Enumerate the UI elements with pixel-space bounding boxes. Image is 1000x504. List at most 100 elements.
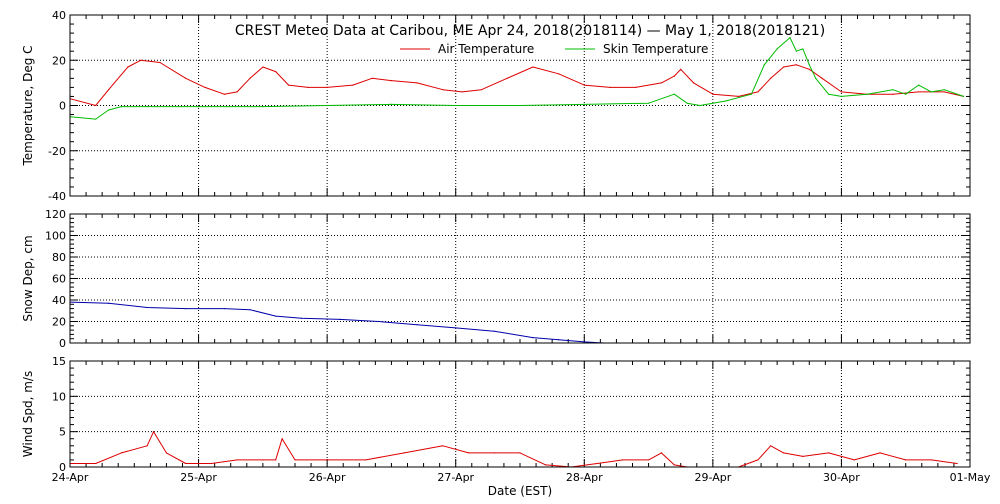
series-line-panel-3-series-0: [70, 431, 958, 468]
data-point: [197, 106, 200, 108]
panel-frame-2: [69, 213, 971, 344]
data-point: [249, 77, 251, 79]
data-point: [673, 93, 675, 95]
y-tick-label-120: 120: [45, 208, 66, 221]
data-point: [583, 341, 585, 343]
data-point: [789, 37, 791, 39]
legend-label-air-temperature: Air Temperature: [438, 42, 534, 56]
y-axis-title-panel-1: Temperature, Deg C: [21, 45, 35, 166]
data-point: [275, 459, 277, 461]
data-point: [673, 464, 675, 466]
y-tick-label-20: 20: [52, 54, 66, 67]
data-point: [532, 337, 534, 339]
data-point: [808, 64, 810, 66]
data-point: [249, 309, 251, 311]
panel-3: 0 5 10 15 Wind Spd, m/s: [21, 355, 971, 474]
data-point: [210, 462, 213, 465]
data-point: [326, 104, 328, 107]
data-point: [622, 459, 624, 461]
data-point: [223, 93, 225, 95]
data-point: [146, 106, 148, 108]
panel-layer: -40 -20 0 20 40 Temperature, Deg C 0 20 40 60 80 10…: [21, 9, 991, 484]
x-tick-label-29-Apr: 29-Apr: [694, 471, 731, 484]
data-point: [146, 306, 148, 309]
data-point: [782, 66, 785, 68]
data-point: [300, 317, 303, 319]
data-point: [782, 452, 785, 454]
y-tick-label-100: 100: [45, 230, 66, 243]
data-point: [905, 93, 907, 95]
x-tick-label-27-Apr: 27-Apr: [437, 471, 474, 484]
data-point: [120, 452, 123, 454]
legend: Air Temperature Skin Temperature: [400, 42, 708, 56]
data-point: [294, 459, 296, 461]
data-point: [365, 459, 367, 461]
data-point: [326, 459, 328, 461]
data-point: [326, 86, 328, 88]
data-point: [339, 318, 341, 320]
data-point: [930, 91, 933, 93]
data-point: [962, 95, 965, 98]
data-point: [127, 66, 129, 68]
x-tick-label-30-Apr: 30-Apr: [823, 471, 860, 484]
data-point: [159, 61, 161, 64]
data-point: [95, 118, 97, 120]
data-point: [956, 462, 958, 465]
data-point: [686, 102, 688, 104]
data-point: [120, 106, 123, 108]
series-line-air-temperature: [69, 59, 964, 106]
panel-2: 0 20 40 60 80 100 120 Snow Dep, cm: [21, 208, 971, 350]
data-point: [185, 77, 187, 79]
data-point: [493, 452, 495, 454]
data-point: [763, 64, 765, 66]
data-point: [442, 89, 444, 91]
data-point: [757, 459, 759, 461]
data-point: [352, 84, 354, 86]
data-point: [275, 315, 277, 317]
data-point: [866, 93, 868, 95]
data-point: [371, 77, 373, 79]
data-point: [557, 339, 560, 341]
data-point: [185, 462, 187, 465]
data-point: [519, 104, 521, 107]
data-point: [802, 455, 804, 457]
data-point: [930, 459, 933, 461]
data-point: [377, 320, 380, 323]
series-line-skin-temperature: [69, 37, 964, 120]
data-point: [770, 77, 772, 79]
data-point: [815, 77, 817, 79]
data-point: [262, 66, 264, 68]
data-point: [725, 100, 727, 102]
data-point: [583, 84, 585, 86]
data-point: [712, 93, 714, 95]
y-tick-label-40: 40: [52, 9, 66, 22]
data-point: [493, 330, 495, 332]
data-point: [287, 84, 290, 86]
data-point: [827, 452, 830, 454]
data-point: [827, 93, 830, 95]
x-tick-label-25-Apr: 25-Apr: [180, 471, 217, 484]
x-tick-label-01-May: 01-May: [950, 471, 991, 484]
data-point: [532, 66, 534, 68]
data-point: [467, 452, 470, 454]
data-point: [152, 431, 155, 433]
data-point: [892, 89, 894, 91]
x-tick-label-26-Apr: 26-Apr: [309, 471, 346, 484]
data-point: [879, 452, 881, 454]
y-tick-label-20: 20: [52, 316, 66, 329]
data-point: [660, 452, 663, 454]
data-point: [236, 459, 238, 461]
data-point: [943, 89, 945, 91]
data-point: [140, 59, 142, 61]
y-tick-label-0: 0: [59, 461, 66, 474]
data-point: [943, 91, 945, 93]
data-point: [635, 86, 637, 88]
data-point: [416, 324, 418, 326]
data-point: [750, 93, 753, 95]
y-tick-label--20: -20: [48, 145, 66, 158]
data-point: [390, 103, 393, 105]
data-point: [204, 86, 206, 88]
data-point: [545, 464, 547, 466]
y-tick-label-0: 0: [59, 100, 66, 113]
data-point: [480, 89, 483, 91]
